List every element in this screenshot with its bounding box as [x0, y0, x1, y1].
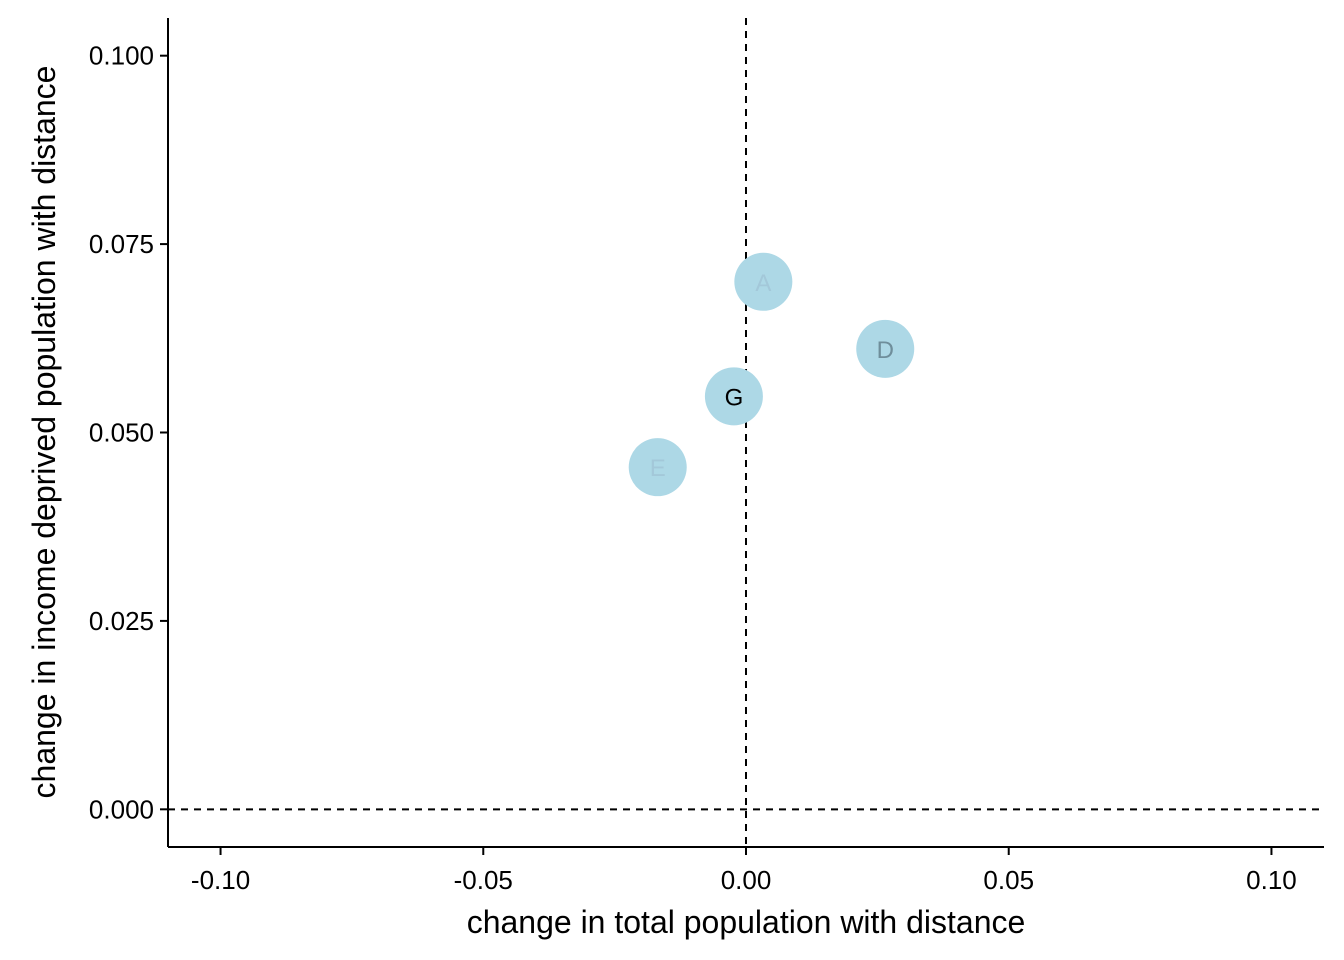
x-tick-label: 0.05 [983, 865, 1034, 895]
data-point-e [628, 438, 687, 497]
data-point-g [704, 367, 763, 426]
x-tick-label: 0.00 [721, 865, 772, 895]
x-axis-title: change in total population with distance [467, 904, 1026, 940]
y-tick-label: 0.025 [89, 606, 154, 636]
data-point-a [734, 252, 793, 311]
y-tick-label: 0.050 [89, 418, 154, 448]
x-tick-label: 0.10 [1246, 865, 1297, 895]
y-tick-label: 0.100 [89, 41, 154, 71]
axes: -0.10 -0.05 0.00 0.05 0.10 0.000 0.025 0.050 0.0… [89, 18, 1324, 895]
x-tick-label: -0.05 [454, 865, 513, 895]
point-label-d: D [877, 337, 894, 364]
x-tick-label: -0.10 [191, 865, 250, 895]
point-label-g: G [725, 384, 744, 411]
data-point-d [856, 319, 915, 378]
point-label-e: E [650, 455, 666, 482]
y-axis-title: change in income deprived population wit… [26, 66, 62, 799]
data-points: A D G E [628, 252, 915, 497]
point-label-a: A [755, 270, 771, 297]
reference-lines [168, 18, 1324, 847]
y-tick-label: 0.000 [89, 794, 154, 824]
y-tick-label: 0.075 [89, 229, 154, 259]
